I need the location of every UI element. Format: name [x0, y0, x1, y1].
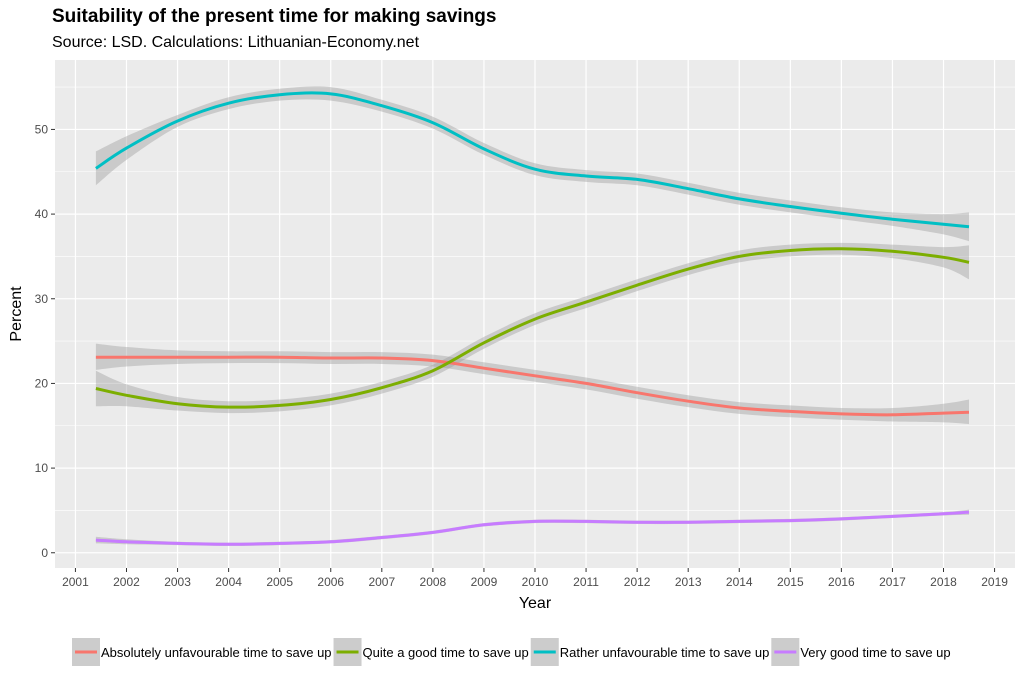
x-tick-label: 2004 [215, 575, 242, 589]
x-axis: 2001 2002 2003 2004 2005 2006 2007 2008 2009 2010… [62, 568, 1008, 589]
series-line [95, 91, 970, 229]
x-tick-label: 2018 [930, 575, 957, 589]
legend-label: Very good time to save up [800, 645, 950, 660]
x-tick-label: 2007 [368, 575, 395, 589]
grid-lines [55, 60, 1015, 568]
x-tick-label: 2006 [317, 575, 344, 589]
x-tick-label: 2012 [624, 575, 651, 589]
x-tick-label: 2017 [879, 575, 906, 589]
x-tick-label: 2003 [164, 575, 191, 589]
legend-label: Rather unfavourable time to save up [560, 645, 770, 660]
x-tick-label: 2015 [777, 575, 804, 589]
y-tick-label: 40 [35, 207, 49, 221]
legend-item: Absolutely unfavourable time to save up [72, 638, 332, 666]
legend: Absolutely unfavourable time to save up Q… [72, 638, 951, 666]
x-tick-label: 2013 [675, 575, 702, 589]
y-axis: 0 10 20 30 40 50 [35, 122, 55, 560]
chart-subtitle: Source: LSD. Calculations: Lithuanian-Ec… [52, 34, 420, 51]
x-tick-label: 2019 [981, 575, 1008, 589]
x-tick-label: 2014 [726, 575, 753, 589]
y-tick-label: 20 [35, 376, 49, 390]
confidence-band [95, 343, 969, 425]
y-tick-label: 10 [35, 461, 49, 475]
series-line [95, 355, 970, 417]
chart-title: Suitability of the present time for maki… [52, 6, 497, 27]
series-line [95, 247, 970, 409]
x-tick-label: 2008 [420, 575, 447, 589]
x-tick-label: 2002 [113, 575, 140, 589]
legend-label: Quite a good time to save up [363, 645, 529, 660]
y-tick-label: 30 [35, 292, 49, 306]
legend-item: Rather unfavourable time to save up [530, 638, 770, 666]
y-tick-label: 50 [35, 122, 49, 136]
x-tick-label: 2011 [573, 575, 599, 589]
legend-item: Very good time to save up [771, 638, 951, 666]
legend-item: Quite a good time to save up [333, 638, 529, 666]
x-tick-label: 2009 [471, 575, 498, 589]
series-line [95, 510, 970, 546]
x-tick-label: 2005 [266, 575, 293, 589]
x-tick-label: 2010 [522, 575, 549, 589]
confidence-band [95, 86, 969, 242]
x-axis-title: Year [519, 595, 552, 612]
y-tick-label: 0 [41, 546, 48, 560]
y-axis-title: Percent [8, 286, 25, 342]
x-tick-label: 2001 [62, 575, 89, 589]
legend-label: Absolutely unfavourable time to save up [101, 645, 332, 660]
series-lines [95, 91, 970, 546]
x-tick-label: 2016 [828, 575, 855, 589]
